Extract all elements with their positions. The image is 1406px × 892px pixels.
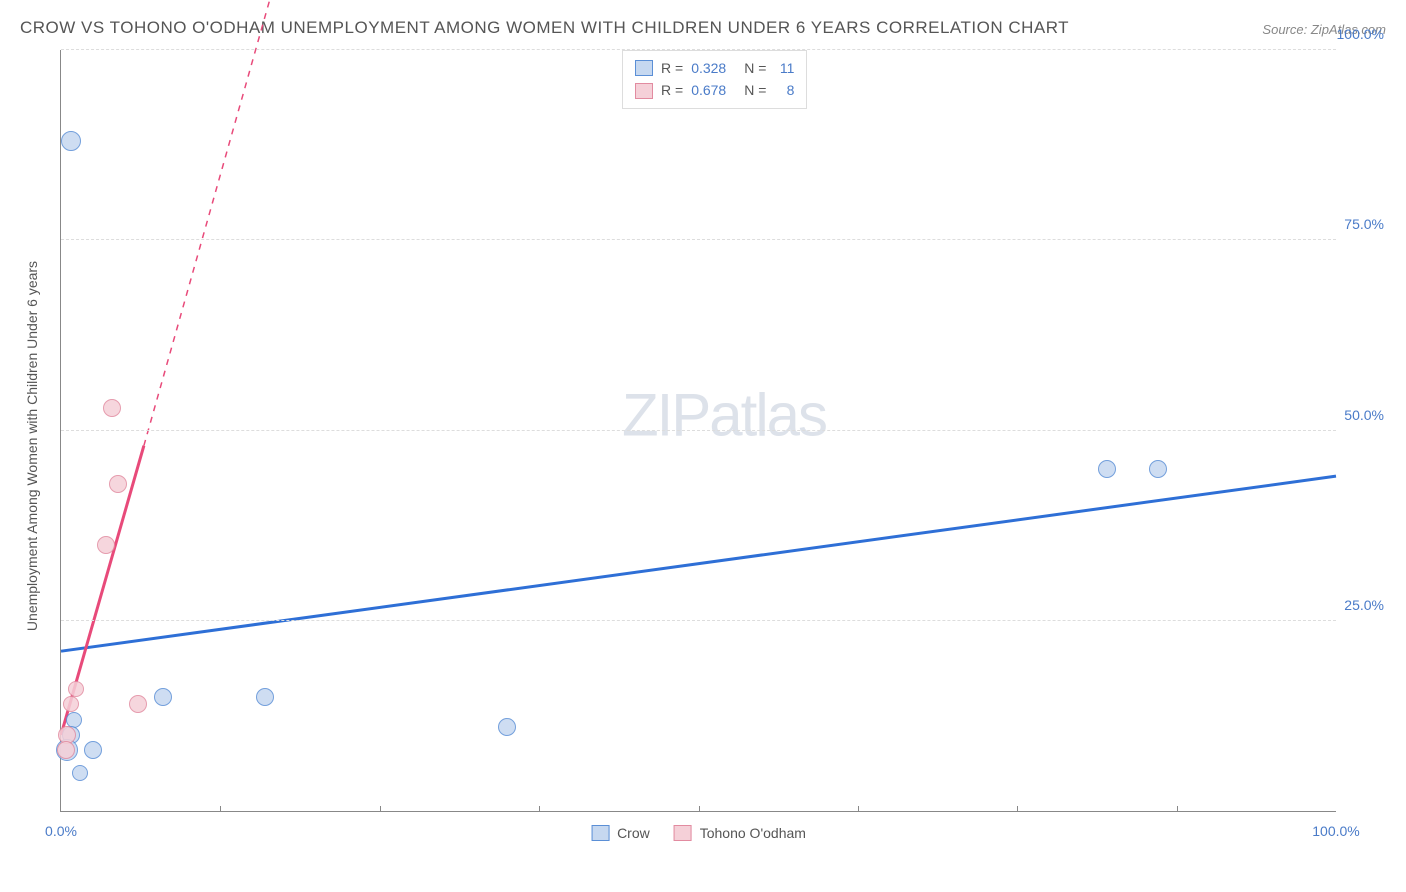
chart-container: Unemployment Among Women with Children U… xyxy=(50,50,1386,842)
data-point xyxy=(63,696,79,712)
stats-legend-row: R = 0.328 N = 11 xyxy=(635,57,794,79)
data-point xyxy=(68,681,84,697)
data-point xyxy=(498,718,516,736)
r-value: 0.328 xyxy=(691,57,726,79)
data-point xyxy=(61,131,81,151)
legend-item: Tohono O'odham xyxy=(674,825,806,841)
data-point xyxy=(1098,460,1116,478)
source-label: Source: xyxy=(1262,22,1307,37)
gridline-vertical xyxy=(858,806,859,812)
stats-legend: R = 0.328 N = 11 R = 0.678 N = 8 xyxy=(622,50,807,109)
gridline-vertical xyxy=(1177,806,1178,812)
y-tick-label: 75.0% xyxy=(1344,216,1384,232)
gridline-vertical xyxy=(220,806,221,812)
data-point xyxy=(154,688,172,706)
legend-item: Crow xyxy=(591,825,650,841)
gridline-horizontal xyxy=(61,239,1336,240)
n-label: N = xyxy=(744,79,766,101)
n-value: 11 xyxy=(774,57,794,79)
regression-lines-svg xyxy=(61,50,1336,811)
r-label: R = xyxy=(661,57,683,79)
series-legend: Crow Tohono O'odham xyxy=(591,825,806,841)
gridline-horizontal xyxy=(61,49,1336,50)
y-tick-label: 25.0% xyxy=(1344,597,1384,613)
data-point xyxy=(129,695,147,713)
gridline-vertical xyxy=(1017,806,1018,812)
gridline-horizontal xyxy=(61,430,1336,431)
data-point xyxy=(256,688,274,706)
x-tick-label: 0.0% xyxy=(45,823,77,839)
data-point xyxy=(72,765,88,781)
legend-swatch xyxy=(591,825,609,841)
legend-swatch xyxy=(635,60,653,76)
y-axis-title: Unemployment Among Women with Children U… xyxy=(24,261,40,631)
data-point xyxy=(57,741,75,759)
plot-area: ZIPatlas R =0.328N =11R =0.678N =8 CrowT… xyxy=(60,50,1336,812)
data-point xyxy=(1149,460,1167,478)
data-point xyxy=(109,475,127,493)
regression-line-extended xyxy=(144,0,342,446)
gridline-vertical xyxy=(380,806,381,812)
legend-label: Tohono O'odham xyxy=(700,825,806,841)
n-value: 8 xyxy=(774,79,794,101)
r-label: R = xyxy=(661,79,683,101)
gridline-horizontal xyxy=(61,620,1336,621)
data-point xyxy=(84,741,102,759)
y-tick-label: 100.0% xyxy=(1337,26,1384,42)
data-point xyxy=(97,536,115,554)
gridline-vertical xyxy=(539,806,540,812)
x-tick-label: 100.0% xyxy=(1312,823,1359,839)
data-point xyxy=(103,399,121,417)
r-value: 0.678 xyxy=(691,79,726,101)
y-tick-label: 50.0% xyxy=(1344,407,1384,423)
regression-line xyxy=(61,476,1336,651)
stats-legend-row: R = 0.678 N = 8 xyxy=(635,79,794,101)
chart-title: CROW VS TOHONO O'ODHAM UNEMPLOYMENT AMON… xyxy=(20,18,1069,38)
n-label: N = xyxy=(744,57,766,79)
legend-label: Crow xyxy=(617,825,650,841)
legend-swatch xyxy=(635,83,653,99)
gridline-vertical xyxy=(699,806,700,812)
legend-swatch xyxy=(674,825,692,841)
